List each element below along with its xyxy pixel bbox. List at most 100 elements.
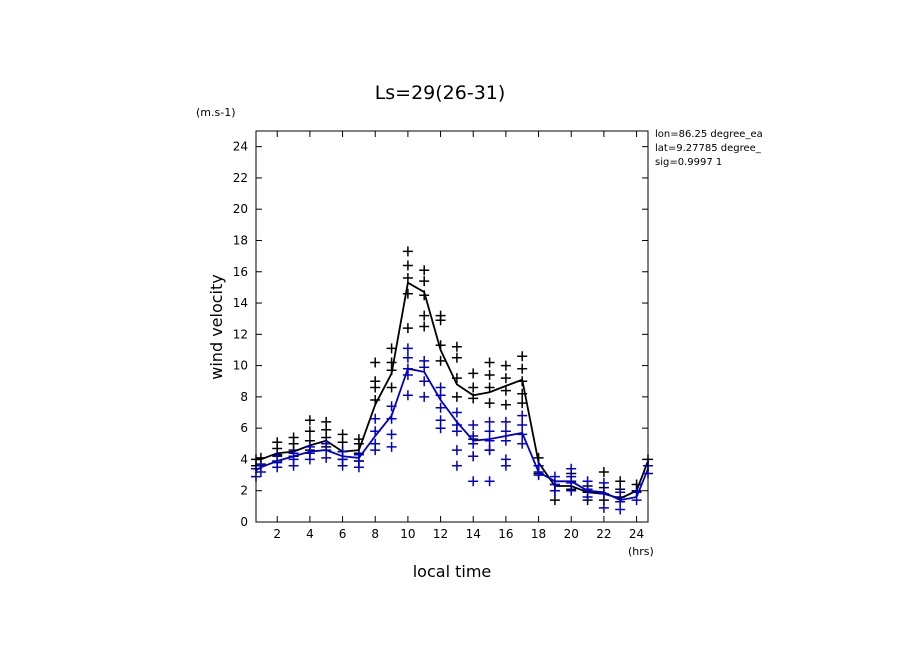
- x-tick-label: 18: [531, 527, 546, 541]
- sample-point: [451, 391, 462, 402]
- sample-point: [598, 477, 609, 488]
- sample-point: [468, 420, 479, 430]
- sample-point: [402, 390, 413, 401]
- sample-point: [386, 382, 397, 393]
- sample-point: [517, 420, 528, 430]
- sample-point: [468, 382, 479, 393]
- sample-point: [402, 370, 413, 380]
- sample-point: [386, 401, 397, 412]
- sample-point: [517, 351, 528, 362]
- sample-point: [370, 357, 381, 368]
- x-tick-label: 6: [339, 527, 347, 541]
- sample-point: [615, 504, 626, 515]
- sample-point: [370, 445, 381, 456]
- sample-point: [500, 385, 511, 396]
- sample-point: [402, 260, 413, 271]
- y-unit-label: (m.s-1): [196, 106, 236, 119]
- series-line: [255, 367, 649, 502]
- x-tick-label: 24: [629, 527, 644, 541]
- sample-point: [598, 488, 609, 499]
- sample-point: [402, 323, 413, 334]
- sample-point: [386, 413, 397, 424]
- y-tick-label: 8: [240, 390, 248, 404]
- sample-point: [435, 315, 446, 326]
- sample-point: [435, 402, 446, 413]
- sample-point: [419, 376, 430, 387]
- x-tick-label: 22: [596, 527, 611, 541]
- sample-point: [321, 452, 332, 463]
- sample-point: [255, 467, 266, 477]
- sample-point: [386, 441, 397, 452]
- sample-point: [386, 343, 397, 354]
- sample-point: [484, 426, 495, 437]
- sample-point: [435, 390, 446, 401]
- y-tick-label: 24: [233, 140, 248, 154]
- sample-point: [500, 435, 511, 446]
- sample-point: [615, 487, 626, 498]
- sample-point: [549, 485, 560, 496]
- plot-frame: [255, 130, 649, 523]
- y-tick-label: 4: [240, 452, 248, 466]
- sample-point: [500, 373, 511, 384]
- sample-point: [402, 273, 413, 283]
- sample-point: [419, 321, 430, 332]
- sample-point: [419, 362, 430, 373]
- x-tick-label: 14: [466, 527, 481, 541]
- sample-point: [566, 485, 577, 496]
- x-axis-label: local time: [413, 562, 492, 581]
- sample-point: [484, 445, 495, 456]
- sample-point: [451, 445, 462, 456]
- sample-point: [419, 290, 430, 301]
- sample-point: [402, 352, 413, 363]
- sample-point: [402, 343, 413, 354]
- x-tick-label: 20: [564, 527, 579, 541]
- y-tick-label: 22: [233, 171, 248, 185]
- sample-point: [419, 310, 430, 321]
- y-tick-label: 6: [240, 421, 248, 435]
- sample-point: [402, 288, 413, 299]
- sample-point: [451, 373, 462, 384]
- info-line-lat: lat=9.27785 degree_: [655, 143, 762, 154]
- y-tick-label: 0: [240, 515, 248, 529]
- y-tick-label: 10: [233, 359, 248, 373]
- x-tick-label: 2: [273, 527, 281, 541]
- sample-point: [353, 438, 364, 449]
- sample-point: [337, 460, 348, 471]
- sample-point: [484, 357, 495, 368]
- sample-point: [451, 426, 462, 437]
- sample-point: [370, 413, 381, 424]
- sample-point: [435, 355, 446, 366]
- sample-point: [419, 391, 430, 402]
- sample-point: [419, 265, 430, 276]
- sample-point: [533, 470, 544, 481]
- sample-point: [598, 502, 609, 513]
- info-line-sig: sig=0.9997 1: [655, 157, 722, 168]
- sample-point: [451, 407, 462, 418]
- sample-point: [582, 492, 593, 502]
- sample-point: [500, 460, 511, 471]
- sample-point: [451, 341, 462, 352]
- x-tick-label: 8: [371, 527, 379, 541]
- sample-point: [468, 476, 479, 487]
- x-tick-label: 10: [400, 527, 415, 541]
- x-unit-label: (hrs): [628, 545, 654, 558]
- sample-point: [500, 416, 511, 427]
- sample-point: [402, 246, 413, 257]
- sample-point: [370, 382, 381, 393]
- y-tick-label: 20: [233, 202, 248, 216]
- y-tick-label: 18: [233, 233, 248, 247]
- sample-point: [598, 467, 609, 477]
- sample-point: [500, 399, 511, 410]
- y-tick-label: 12: [233, 327, 248, 341]
- sample-point: [517, 410, 528, 421]
- series-layer: [251, 246, 653, 515]
- sample-point: [288, 460, 299, 471]
- sample-point: [451, 460, 462, 471]
- sample-point: [500, 426, 511, 437]
- sample-point: [337, 437, 348, 448]
- chart-title: Ls=29(26-31): [375, 82, 506, 104]
- sample-point: [517, 429, 528, 440]
- sample-point: [484, 435, 495, 446]
- sample-point: [517, 388, 528, 399]
